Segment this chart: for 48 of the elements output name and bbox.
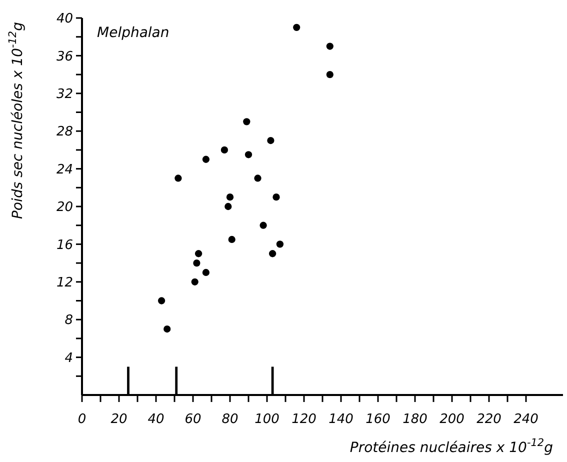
x-axis-title: Protéines nucléaires x 10$^{-12}$g bbox=[350, 437, 554, 456]
x-tick-label: 140 bbox=[328, 412, 354, 427]
y-tick-label: 12 bbox=[56, 275, 73, 290]
y-tick-label: 16 bbox=[56, 238, 73, 253]
x-tick-label: 220 bbox=[476, 412, 502, 427]
point bbox=[260, 222, 267, 229]
point bbox=[174, 174, 182, 182]
point bbox=[243, 118, 250, 126]
x-tick-label: 200 bbox=[440, 412, 464, 427]
y-tick-label: 32 bbox=[56, 86, 73, 102]
y-tick-label: 36 bbox=[56, 49, 73, 64]
x-tick-label: 20 bbox=[110, 412, 128, 427]
point bbox=[254, 174, 262, 182]
point bbox=[164, 325, 171, 333]
point bbox=[276, 240, 284, 248]
point bbox=[244, 151, 252, 158]
point bbox=[224, 202, 232, 210]
x-tick-label: 180 bbox=[402, 412, 428, 427]
x-tick-label: 120 bbox=[292, 412, 316, 427]
point bbox=[272, 194, 280, 201]
point bbox=[268, 250, 276, 258]
x-tick-label: 160 bbox=[366, 412, 390, 427]
point bbox=[326, 70, 334, 78]
x-tick-label: 60 bbox=[184, 412, 202, 427]
point bbox=[202, 156, 210, 163]
point bbox=[191, 278, 198, 286]
x-tick-label: 100 bbox=[254, 412, 280, 427]
x-tick-label: 80 bbox=[222, 412, 238, 427]
y-tick-label: 40 bbox=[56, 12, 73, 27]
point bbox=[293, 24, 300, 31]
point bbox=[267, 136, 274, 144]
point bbox=[226, 194, 234, 201]
text: Melphalan bbox=[97, 24, 170, 41]
y-tick-label: 24 bbox=[56, 162, 73, 178]
point bbox=[158, 297, 166, 304]
y-tick-label: 8 bbox=[64, 313, 73, 328]
y-tick-label: 28 bbox=[56, 124, 73, 140]
x-tick-label: 40 bbox=[148, 412, 164, 427]
point bbox=[228, 236, 236, 244]
point bbox=[220, 146, 228, 154]
point bbox=[193, 259, 200, 267]
y-tick-label: 4 bbox=[64, 350, 73, 366]
x-tick-label: 0 bbox=[78, 412, 86, 427]
x-tick-label: 240 bbox=[514, 412, 538, 427]
y-tick-label: 20 bbox=[56, 200, 73, 216]
point bbox=[326, 42, 334, 50]
point bbox=[202, 268, 210, 276]
point bbox=[194, 250, 202, 258]
